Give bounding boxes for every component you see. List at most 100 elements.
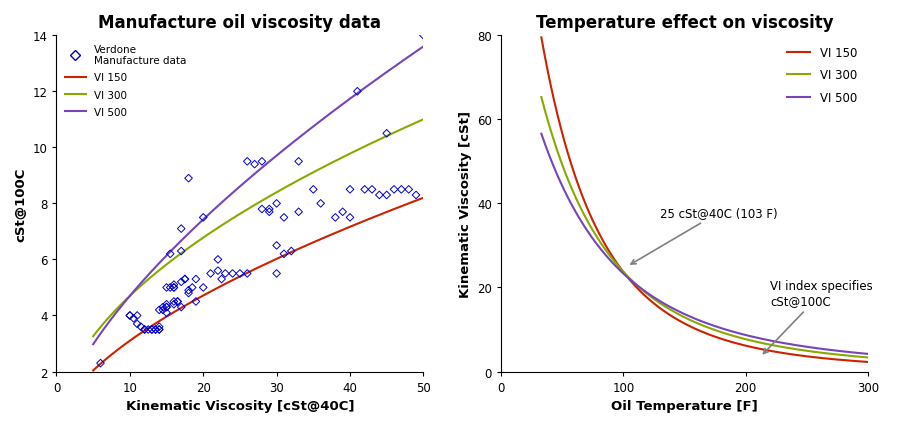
VI 150 bbox=[804, 354, 814, 359]
Point bbox=[196, 285, 211, 291]
Point bbox=[152, 323, 166, 330]
Point bbox=[145, 326, 159, 333]
X-axis label: Oil Temperature [F]: Oil Temperature [F] bbox=[611, 399, 758, 412]
Point bbox=[255, 158, 269, 165]
Point bbox=[292, 158, 306, 165]
Point bbox=[159, 301, 174, 308]
Y-axis label: Kinematic Viscosity [cSt]: Kinematic Viscosity [cSt] bbox=[458, 111, 472, 297]
Point bbox=[240, 271, 255, 277]
Point bbox=[343, 214, 357, 221]
Point bbox=[177, 276, 192, 283]
VI 300 bbox=[691, 320, 702, 325]
Point bbox=[174, 279, 188, 285]
VI 500 bbox=[536, 132, 547, 137]
Point bbox=[269, 271, 284, 277]
Point bbox=[166, 298, 181, 305]
Y-axis label: cSt@100C: cSt@100C bbox=[14, 167, 27, 241]
Legend: VI 150, VI 300, VI 500: VI 150, VI 300, VI 500 bbox=[782, 42, 862, 109]
Point bbox=[284, 248, 299, 255]
VI 150 bbox=[536, 36, 547, 41]
Point bbox=[166, 285, 181, 291]
Point bbox=[166, 282, 181, 288]
Point bbox=[182, 290, 196, 297]
Point bbox=[350, 89, 365, 95]
Point bbox=[159, 310, 174, 317]
Point bbox=[148, 326, 163, 333]
VI 300 bbox=[713, 329, 724, 334]
VI 500 bbox=[730, 330, 741, 335]
Point bbox=[211, 268, 225, 274]
Point bbox=[189, 298, 203, 305]
VI 150 bbox=[855, 359, 866, 364]
Point bbox=[152, 326, 166, 333]
Point bbox=[225, 271, 239, 277]
Point bbox=[159, 285, 174, 291]
VI 500 bbox=[693, 318, 704, 323]
Point bbox=[203, 271, 218, 277]
VI 150 bbox=[862, 360, 873, 365]
VI 150 bbox=[693, 328, 704, 333]
VI 300 bbox=[804, 349, 814, 354]
Point bbox=[152, 307, 166, 314]
Point bbox=[387, 187, 401, 193]
VI 500 bbox=[862, 351, 873, 357]
Point bbox=[156, 304, 170, 311]
Point bbox=[343, 187, 357, 193]
Point bbox=[174, 226, 188, 233]
Point bbox=[262, 209, 276, 216]
VI 300 bbox=[855, 354, 866, 360]
Point bbox=[211, 256, 225, 263]
VI 500 bbox=[691, 317, 702, 322]
Point bbox=[357, 187, 372, 193]
Point bbox=[170, 298, 184, 305]
Point bbox=[163, 251, 177, 258]
Point bbox=[196, 214, 211, 221]
Legend: Verdone
Manufacture data, VI 150, VI 300, VI 500: Verdone Manufacture data, VI 150, VI 300… bbox=[62, 41, 190, 121]
Point bbox=[148, 326, 163, 333]
Point bbox=[328, 214, 343, 221]
Point bbox=[269, 242, 284, 249]
Point bbox=[130, 321, 144, 328]
Point bbox=[185, 285, 200, 291]
Point bbox=[134, 323, 148, 330]
Point bbox=[177, 276, 192, 283]
Point bbox=[364, 187, 379, 193]
Point bbox=[170, 298, 184, 305]
Point bbox=[141, 326, 156, 333]
VI 150 bbox=[713, 335, 724, 340]
VI 500 bbox=[713, 325, 724, 330]
Point bbox=[306, 187, 320, 193]
Point bbox=[166, 285, 181, 291]
Point bbox=[122, 312, 137, 319]
Line: VI 300: VI 300 bbox=[542, 98, 868, 357]
Point bbox=[182, 176, 196, 182]
Point bbox=[159, 304, 174, 311]
Title: Temperature effect on viscosity: Temperature effect on viscosity bbox=[536, 14, 833, 32]
Point bbox=[182, 287, 196, 294]
Line: VI 500: VI 500 bbox=[542, 134, 868, 354]
VI 300 bbox=[730, 334, 741, 340]
Point bbox=[138, 326, 152, 333]
Text: VI index specifies
cSt@100C: VI index specifies cSt@100C bbox=[763, 279, 873, 354]
Point bbox=[336, 209, 350, 216]
Point bbox=[126, 315, 140, 322]
VI 300 bbox=[536, 95, 547, 101]
Point bbox=[255, 206, 269, 213]
Point bbox=[130, 312, 144, 319]
Point bbox=[233, 271, 248, 277]
Point bbox=[409, 192, 423, 199]
VI 150 bbox=[730, 341, 741, 346]
Point bbox=[156, 307, 170, 314]
Title: Manufacture oil viscosity data: Manufacture oil viscosity data bbox=[98, 14, 382, 32]
Point bbox=[277, 251, 292, 258]
Point bbox=[313, 201, 328, 207]
Point bbox=[166, 301, 181, 308]
Point bbox=[373, 192, 387, 199]
Point bbox=[380, 131, 394, 138]
X-axis label: Kinematic Viscosity [cSt@40C]: Kinematic Viscosity [cSt@40C] bbox=[126, 399, 355, 412]
Point bbox=[277, 214, 292, 221]
Point bbox=[174, 248, 188, 255]
Point bbox=[262, 206, 276, 213]
Point bbox=[152, 326, 166, 333]
VI 500 bbox=[855, 351, 866, 356]
